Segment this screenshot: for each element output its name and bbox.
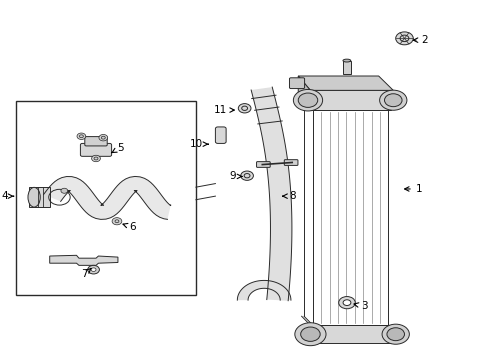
Text: 2: 2 <box>412 35 427 45</box>
FancyBboxPatch shape <box>84 136 107 146</box>
Bar <box>310 90 390 110</box>
Polygon shape <box>237 280 290 300</box>
FancyBboxPatch shape <box>80 143 111 156</box>
Circle shape <box>395 32 412 45</box>
Text: 5: 5 <box>112 143 123 153</box>
Circle shape <box>238 104 250 113</box>
Circle shape <box>61 188 68 193</box>
FancyBboxPatch shape <box>289 78 304 89</box>
Circle shape <box>386 328 404 341</box>
Text: 11: 11 <box>213 105 234 115</box>
Ellipse shape <box>342 59 350 62</box>
Circle shape <box>77 133 85 139</box>
Bar <box>16 101 196 295</box>
Bar <box>312 110 387 325</box>
Ellipse shape <box>28 187 40 207</box>
Bar <box>310 325 390 343</box>
Circle shape <box>300 327 320 341</box>
Text: 3: 3 <box>353 301 366 311</box>
Polygon shape <box>298 76 392 90</box>
Circle shape <box>338 297 355 309</box>
Circle shape <box>91 268 96 271</box>
Polygon shape <box>43 176 170 219</box>
Polygon shape <box>251 87 291 301</box>
Bar <box>342 60 350 74</box>
Text: 10: 10 <box>189 139 208 149</box>
Bar <box>29 187 50 207</box>
Text: 4: 4 <box>1 191 14 201</box>
FancyBboxPatch shape <box>215 127 225 143</box>
Circle shape <box>91 155 100 162</box>
Polygon shape <box>50 255 118 265</box>
Circle shape <box>112 218 122 225</box>
Circle shape <box>87 265 99 274</box>
Circle shape <box>298 93 317 107</box>
Circle shape <box>384 94 401 107</box>
Text: 7: 7 <box>81 269 91 279</box>
Text: 6: 6 <box>122 222 136 232</box>
Circle shape <box>379 90 406 110</box>
Circle shape <box>293 89 322 111</box>
Circle shape <box>381 324 408 344</box>
Circle shape <box>343 300 350 306</box>
FancyBboxPatch shape <box>256 162 270 167</box>
Text: 9: 9 <box>229 171 241 181</box>
Text: 1: 1 <box>404 184 422 194</box>
Circle shape <box>99 134 107 141</box>
FancyBboxPatch shape <box>284 160 297 165</box>
Text: 8: 8 <box>282 191 295 201</box>
Circle shape <box>240 171 253 180</box>
Polygon shape <box>298 76 310 110</box>
Circle shape <box>294 323 325 346</box>
